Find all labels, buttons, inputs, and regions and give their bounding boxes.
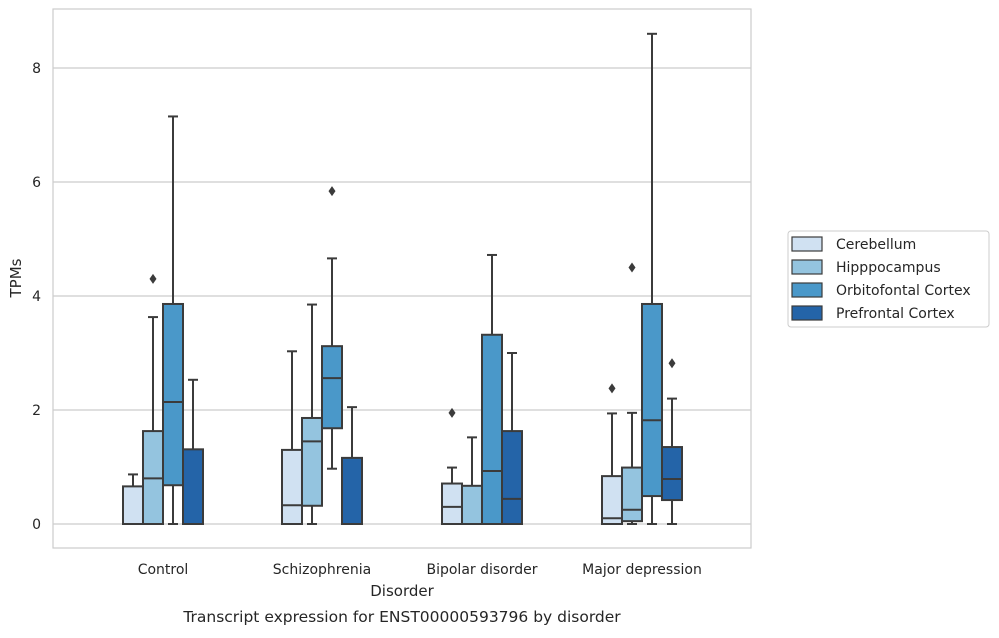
x-tick-label: Control: [138, 562, 189, 578]
y-axis-title: TPMs: [7, 258, 25, 298]
box-iqr: [301, 416, 323, 507]
chart-caption: Transcript expression for ENST0000059379…: [182, 608, 621, 626]
box-iqr: [281, 448, 303, 525]
y-tick-label: 0: [32, 517, 41, 533]
box-3-1: [621, 262, 643, 525]
box-1-2: [321, 186, 343, 470]
legend-swatch: [791, 282, 823, 298]
box-iqr: [601, 475, 623, 525]
y-tick-label: 4: [32, 289, 41, 305]
box-2-0: [441, 407, 463, 525]
plot-frame: [52, 8, 752, 549]
box-iqr: [481, 333, 503, 526]
box-iqr: [641, 302, 663, 498]
y-tick-label: 2: [32, 403, 41, 419]
outlier-point: [328, 186, 336, 197]
legend-label: Hipppocampus: [836, 260, 941, 276]
box-iqr: [441, 482, 463, 525]
box-2-2: [481, 253, 503, 526]
legend-label: Prefrontal Cortex: [836, 306, 955, 322]
legend-frame: [787, 230, 990, 328]
box-2-3: [501, 352, 523, 525]
legend: Cerebellum Hipppocampus Orbitofontal Corte…: [787, 230, 990, 328]
outlier-point: [448, 407, 456, 418]
box-0-0: [122, 473, 144, 526]
box-iqr: [621, 466, 643, 523]
legend-label: Cerebellum: [836, 237, 916, 253]
legend-label: Orbitofontal Cortex: [836, 283, 971, 299]
outlier-point: [628, 262, 636, 273]
box-iqr: [661, 446, 683, 502]
box-iqr: [122, 485, 144, 526]
box-1-0: [281, 350, 303, 525]
box-1-3: [341, 406, 363, 526]
box-iqr: [182, 448, 204, 525]
x-axis-title: Disorder: [370, 582, 434, 600]
box-iqr: [501, 430, 523, 525]
y-tick-label: 8: [32, 61, 41, 77]
box-1-1: [301, 303, 323, 525]
x-tick-label: Schizophrenia: [273, 562, 371, 578]
box-iqr: [341, 456, 363, 526]
outlier-point: [149, 273, 157, 284]
box-0-2: [162, 115, 184, 525]
outlier-point: [668, 358, 676, 369]
box-2-1: [461, 436, 483, 525]
x-tick-label: Major depression: [582, 562, 702, 578]
box-3-2: [641, 32, 663, 525]
box-0-3: [182, 378, 204, 525]
box-3-0: [601, 383, 623, 525]
legend-swatch: [791, 259, 823, 275]
x-tick-label: Bipolar disorder: [426, 562, 537, 578]
outlier-point: [608, 383, 616, 394]
y-tick-label: 6: [32, 175, 41, 191]
box-iqr: [461, 484, 483, 525]
legend-swatch: [791, 305, 823, 321]
box-iqr: [321, 345, 343, 430]
box-0-1: [142, 273, 164, 525]
box-iqr: [162, 302, 184, 487]
box-3-3: [661, 358, 683, 525]
legend-swatch: [791, 236, 823, 252]
